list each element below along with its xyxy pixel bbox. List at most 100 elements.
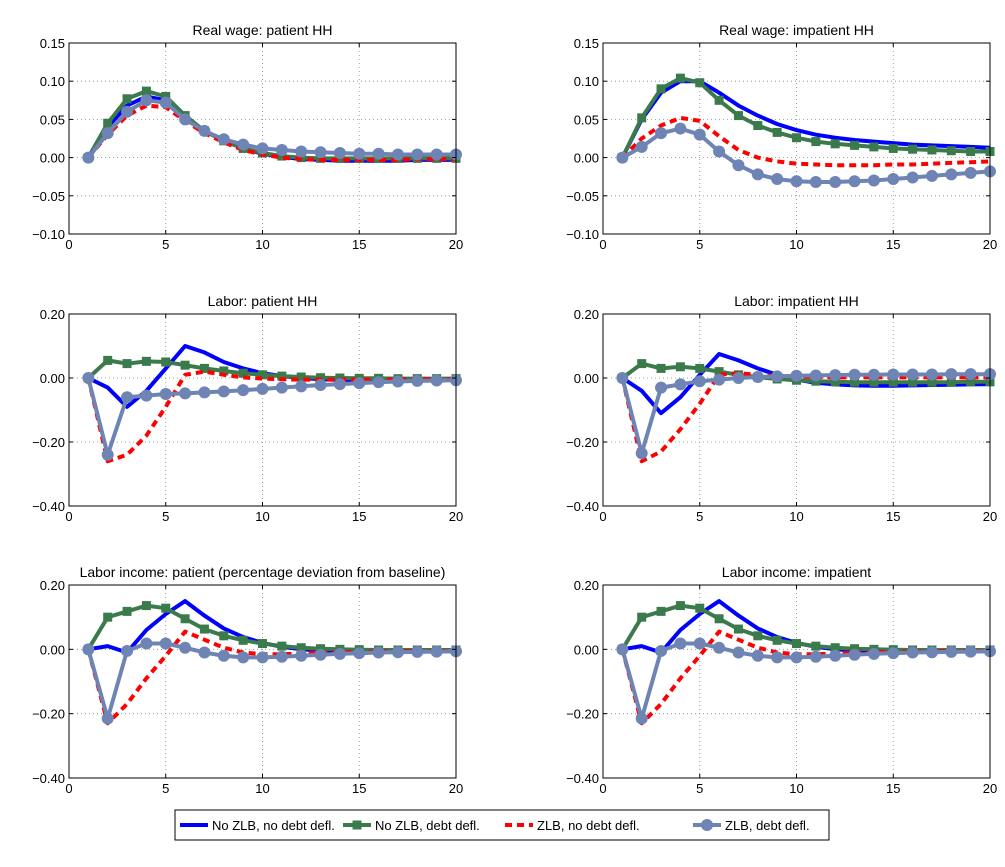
data-point xyxy=(411,148,424,161)
data-point xyxy=(693,637,706,650)
data-point xyxy=(693,128,706,141)
data-point xyxy=(296,643,306,653)
data-point xyxy=(161,91,171,101)
plot-title: Labor: impatient HH xyxy=(734,293,859,309)
data-point xyxy=(751,371,764,384)
data-point xyxy=(198,646,211,659)
data-point xyxy=(141,86,151,96)
data-point xyxy=(925,169,938,182)
legend-entry: No ZLB, no debt defl. xyxy=(180,818,335,833)
data-point xyxy=(256,651,269,664)
y-tick-label: −0.05 xyxy=(32,189,65,204)
data-point xyxy=(771,651,784,664)
x-tick-label: 15 xyxy=(886,781,900,796)
x-tick-label: 10 xyxy=(255,237,269,252)
data-point xyxy=(103,118,113,128)
data-point xyxy=(256,142,269,155)
data-point xyxy=(732,372,745,384)
data-point xyxy=(867,368,880,381)
plot-area xyxy=(69,43,456,234)
data-point xyxy=(946,377,956,387)
data-point xyxy=(430,148,443,161)
data-point xyxy=(277,371,287,381)
data-point xyxy=(238,368,248,378)
x-tick-label: 10 xyxy=(789,237,803,252)
data-point xyxy=(695,603,705,613)
x-tick-label: 20 xyxy=(983,781,997,796)
series-line xyxy=(86,103,456,162)
data-point xyxy=(198,124,211,137)
data-point xyxy=(199,363,209,373)
data-point xyxy=(887,647,900,660)
data-point xyxy=(869,377,879,387)
series-4 xyxy=(616,637,996,725)
data-point xyxy=(674,378,687,391)
data-point xyxy=(372,147,385,160)
series-4 xyxy=(82,94,462,164)
data-point xyxy=(353,147,366,160)
data-point xyxy=(217,133,230,146)
data-point xyxy=(333,147,346,160)
data-point xyxy=(925,646,938,659)
data-point xyxy=(674,637,687,650)
data-point xyxy=(140,637,153,650)
data-point xyxy=(353,377,366,390)
x-tick-label: 20 xyxy=(449,781,463,796)
data-point xyxy=(848,368,861,381)
x-tick-label: 5 xyxy=(696,781,703,796)
data-point xyxy=(850,644,860,654)
data-point xyxy=(945,645,958,658)
x-tick-label: 15 xyxy=(352,509,366,524)
data-point xyxy=(101,712,114,725)
data-point xyxy=(314,146,327,159)
x-tick-label: 0 xyxy=(65,781,72,796)
data-point xyxy=(295,145,308,158)
data-point xyxy=(830,643,840,653)
data-point xyxy=(411,374,424,387)
data-point xyxy=(908,144,918,154)
data-point xyxy=(121,391,134,404)
subplot-2: 0 5 10 15 20 −0.10 −0.05 0.00 0.05 0.10 0.15 Real w… xyxy=(566,22,997,252)
data-point xyxy=(906,368,919,381)
x-tick-label: 5 xyxy=(162,237,169,252)
series-line xyxy=(620,115,991,168)
data-point xyxy=(372,376,385,389)
data-point xyxy=(391,646,404,659)
y-tick-label: 0.15 xyxy=(574,36,599,51)
legend-marker xyxy=(701,819,713,831)
data-point xyxy=(695,363,705,373)
subplot-4: 0 5 10 15 20 −0.40 −0.20 0.00 0.20 Labor: impatie… xyxy=(566,293,997,524)
data-point xyxy=(829,176,842,189)
data-point xyxy=(867,647,880,660)
x-tick-label: 15 xyxy=(886,509,900,524)
series-3 xyxy=(86,103,456,162)
y-tick-label: −0.40 xyxy=(566,499,599,514)
data-point xyxy=(256,382,269,395)
data-point xyxy=(888,143,898,153)
data-point xyxy=(140,94,153,107)
y-tick-label: −0.10 xyxy=(566,227,599,242)
data-point xyxy=(869,142,879,152)
data-point xyxy=(159,637,172,650)
data-point xyxy=(927,145,937,155)
legend-entry: ZLB, debt defl. xyxy=(693,818,810,833)
data-point xyxy=(277,641,287,651)
data-point xyxy=(353,647,366,660)
data-point xyxy=(430,645,443,658)
data-point xyxy=(753,631,763,641)
legend-label: ZLB, debt defl. xyxy=(725,818,810,833)
data-point xyxy=(945,368,958,381)
data-point xyxy=(751,168,764,181)
data-point xyxy=(199,624,209,634)
data-point xyxy=(82,372,95,384)
data-point xyxy=(180,614,190,624)
data-point xyxy=(713,145,726,158)
y-tick-label: 0.15 xyxy=(40,36,65,51)
data-point xyxy=(219,366,229,376)
data-point xyxy=(655,381,668,394)
subplot-5: 0 5 10 15 20 −0.40 −0.20 0.00 0.20 Labor income: … xyxy=(32,564,463,796)
plot-title: Labor: patient HH xyxy=(208,293,318,309)
data-point xyxy=(772,635,782,645)
data-point xyxy=(732,646,745,659)
data-point xyxy=(771,172,784,185)
